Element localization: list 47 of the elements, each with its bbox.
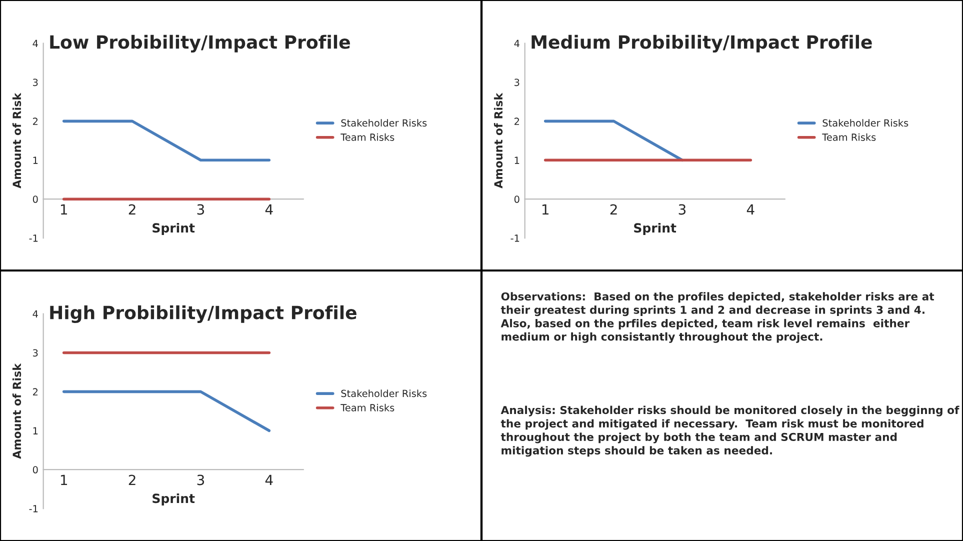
text: Analysis: Stakeholder risks should be monitored closely in the begginng of the project and mitigated if necessary. Team risk must be monitored throughout the project by both the team and SCRUM master and mitigation steps should be taken as needed. bbox=[500, 406, 960, 457]
x-tick-label: 1 bbox=[542, 204, 548, 215]
x-tick-label: 4 bbox=[265, 204, 273, 215]
y-tick-label: 4 bbox=[514, 40, 520, 47]
y-tick-label: -1 bbox=[29, 505, 38, 512]
y-tick-label: 4 bbox=[32, 310, 38, 318]
y-axis-title: Amount of Risk bbox=[12, 363, 22, 459]
y-tick-label: -1 bbox=[510, 234, 520, 242]
legend-label: Stakeholder Risks bbox=[341, 119, 427, 127]
legend-label: Stakeholder Risks bbox=[822, 119, 908, 127]
y-tick-label: 1 bbox=[33, 427, 38, 434]
text: Observations: Based on the profiles depicted, stakeholder risks are at their greatest during sprints 1 and 2 and decrease in sprints 3 and 4. Also, based on the prfiles depicted, team risk level remains either medium or high consistantly throughout the project. bbox=[500, 292, 934, 343]
y-tick-label: 2 bbox=[33, 118, 38, 125]
y-axis-title: Amount of Risk bbox=[494, 92, 503, 188]
legend-label: Team Risks bbox=[340, 133, 394, 141]
chart-title: Medium Probibility/Impact Profile bbox=[532, 34, 872, 52]
x-tick-label: 2 bbox=[128, 204, 136, 215]
x-tick-label: 1 bbox=[60, 474, 67, 486]
y-tick-label: 0 bbox=[32, 196, 38, 203]
legend-label: Team Risks bbox=[822, 133, 876, 141]
legend-label: Stakeholder Risks bbox=[341, 390, 427, 398]
x-tick-label: 4 bbox=[265, 474, 273, 486]
x-axis-title: Sprint bbox=[152, 493, 195, 506]
x-tick-label: 2 bbox=[128, 474, 136, 486]
x-tick-label: 3 bbox=[197, 474, 204, 486]
y-tick-label: 0 bbox=[32, 466, 38, 474]
x-tick-label: 3 bbox=[678, 204, 686, 215]
y-tick-label: 1 bbox=[33, 156, 38, 164]
y-tick-label: 3 bbox=[514, 78, 520, 86]
chart-title: High Probibility/Impact Profile bbox=[50, 305, 356, 323]
y-tick-label: 0 bbox=[514, 196, 520, 203]
legend-label: Team Risks bbox=[340, 404, 394, 412]
y-axis-title: Amount of Risk bbox=[12, 92, 22, 188]
x-tick-label: 1 bbox=[60, 204, 67, 215]
y-tick-label: 2 bbox=[514, 118, 519, 125]
y-tick-label: 3 bbox=[33, 349, 38, 357]
x-tick-label: 3 bbox=[197, 204, 204, 215]
y-tick-label: 2 bbox=[33, 388, 38, 396]
x-tick-label: 2 bbox=[610, 204, 617, 215]
chart-title: Low Probibility/Impact Profile bbox=[50, 34, 350, 52]
y-tick-label: 1 bbox=[514, 156, 520, 164]
y-tick-label: 4 bbox=[32, 40, 38, 47]
x-axis-title: Sprint bbox=[634, 222, 676, 236]
x-tick-label: 4 bbox=[746, 204, 754, 215]
x-axis-title: Sprint bbox=[152, 222, 195, 236]
y-tick-label: -1 bbox=[29, 234, 38, 242]
y-tick-label: 3 bbox=[33, 78, 38, 86]
